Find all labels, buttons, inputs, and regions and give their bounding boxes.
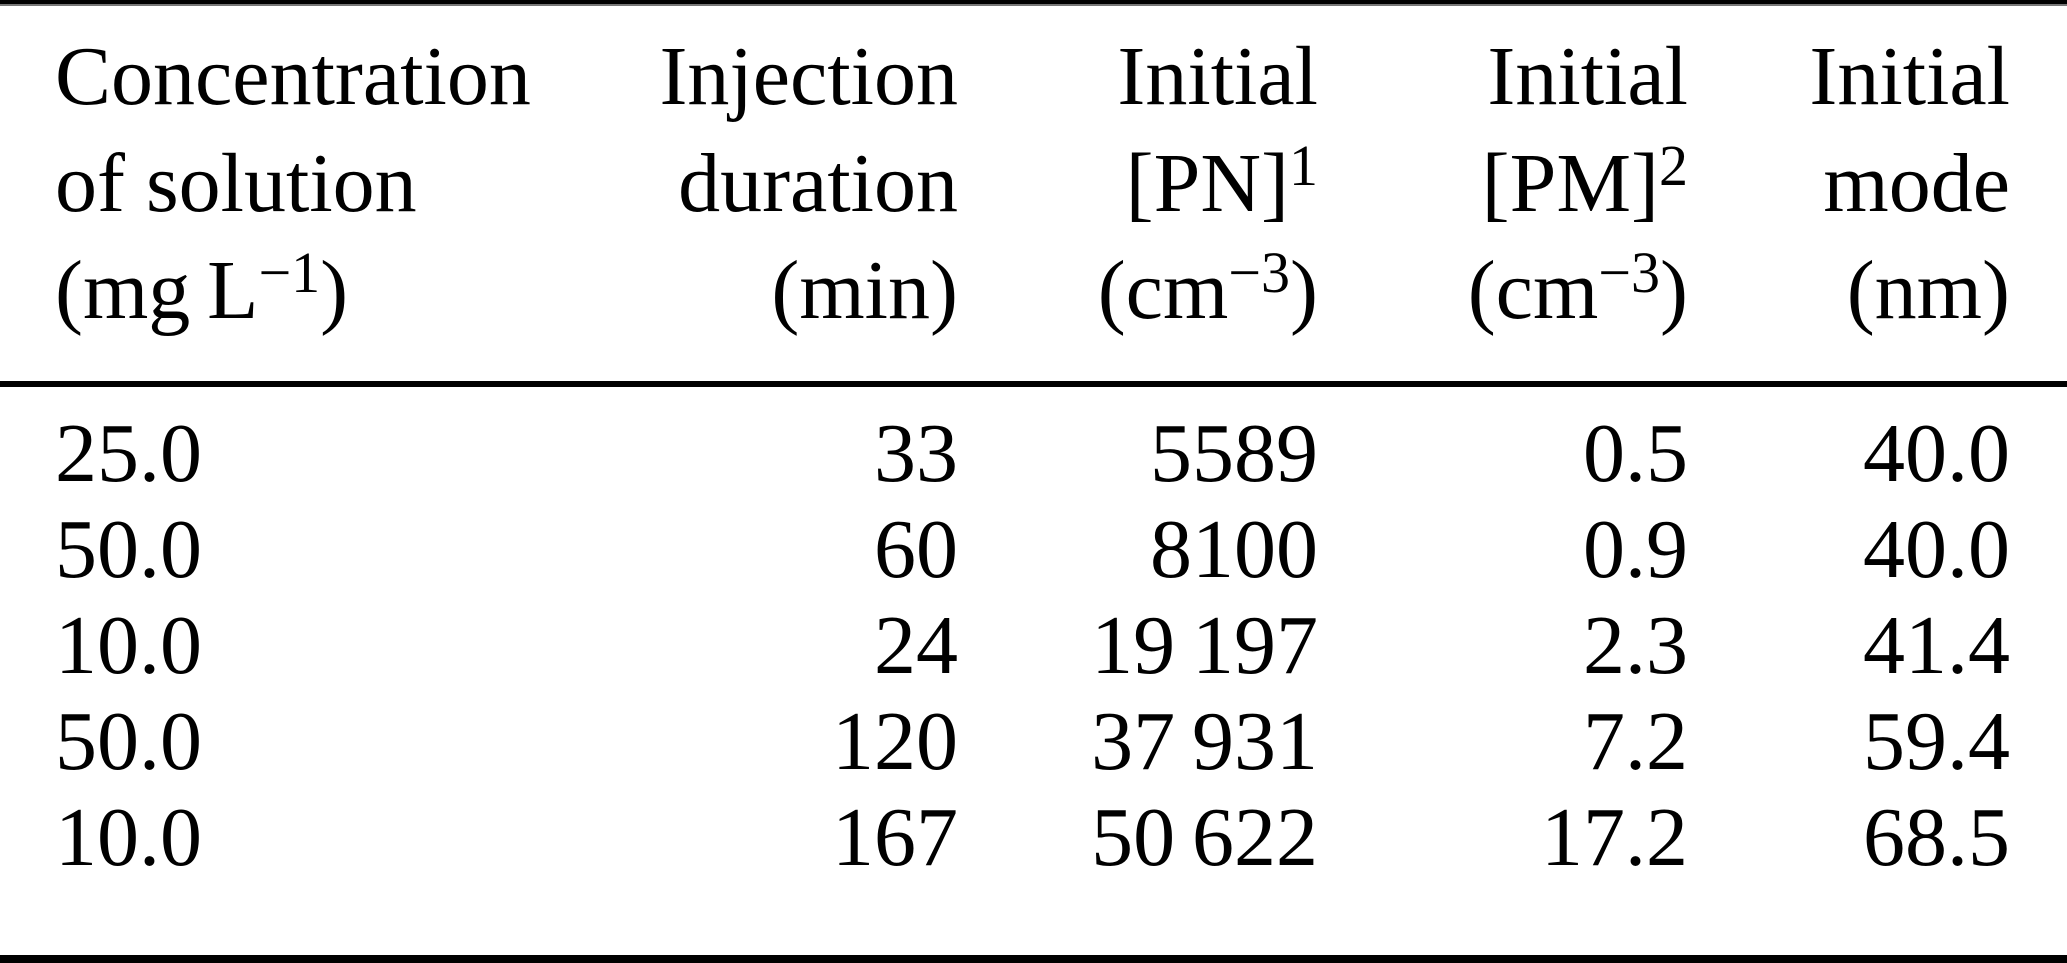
table-cell: 40.0 [1863,407,2010,500]
column-header-initial-pm: Initial [PM]2 (cm−3) [1318,23,1688,344]
header-text: (mg L [55,244,259,337]
column-header-injection-duration: Injection duration (min) [575,23,958,344]
header-line: (mg L−1) [55,237,575,344]
header-text: (cm [1467,244,1599,337]
table-cell: 120 [832,695,958,788]
table-bottom-rule [0,955,2067,963]
header-text: Initial [1809,30,2010,123]
header-superscript: −1 [258,240,321,305]
header-line: duration [575,130,958,237]
header-line: (nm) [1688,237,2010,344]
header-text: (min) [771,244,958,337]
header-text: ) [1290,244,1318,337]
header-line: Injection [575,23,958,130]
table-cell: 50.0 [55,695,202,788]
table-cell: 8100 [1150,503,1318,596]
header-superscript: −3 [1598,240,1661,305]
header-superscript: −3 [1228,240,1291,305]
header-text: mode [1823,137,2010,230]
table-cell: 19 197 [1091,599,1318,692]
table-top-rule [0,0,2067,4]
table-cell: 41.4 [1863,599,2010,692]
header-line: mode [1688,130,2010,237]
header-line: Concentration [55,23,575,130]
table-cell: 5589 [1150,407,1318,500]
header-line: Initial [1688,23,2010,130]
header-text: Initial [1117,30,1318,123]
table-cell: 0.9 [1583,503,1688,596]
table-header-row: Concentration of solution (mg L−1) Injec… [55,23,2010,344]
table-cell: 40.0 [1863,503,2010,596]
header-line: of solution [55,130,575,237]
header-line: Initial [1318,23,1688,130]
table-cell: 60 [874,503,958,596]
header-line: (cm−3) [958,237,1318,344]
table-cell: 167 [832,791,958,884]
header-line: (min) [575,237,958,344]
table-cell: 50.0 [55,503,202,596]
table-top-rule-fringe [0,4,2067,6]
header-text: (nm) [1846,244,2010,337]
header-text: [PN] [1125,137,1289,230]
table-cell: 10.0 [55,599,202,692]
table-cell: 33 [874,407,958,500]
header-line: (cm−3) [1318,237,1688,344]
header-text: duration [678,137,958,230]
table-cell: 37 931 [1091,695,1318,788]
table-header-rule [0,381,2067,387]
header-text: (cm [1097,244,1229,337]
table-cell: 0.5 [1583,407,1688,500]
table-cell: 25.0 [55,407,202,500]
table-cell: 24 [874,599,958,692]
table-cell: 59.4 [1863,695,2010,788]
table-cell: 10.0 [55,791,202,884]
header-text: of solution [55,137,417,230]
column-header-initial-mode: Initial mode (nm) [1688,23,2010,344]
table-cell: 7.2 [1583,695,1688,788]
header-text: ) [1660,244,1688,337]
header-text: Concentration [55,30,531,123]
table-cell: 2.3 [1583,599,1688,692]
header-text: [PM] [1481,137,1659,230]
table-body: 25.0 33 5589 0.5 40.0 50.0 60 8100 0.9 4… [55,406,2010,886]
table-cell: 50 622 [1091,791,1318,884]
column-header-concentration: Concentration of solution (mg L−1) [55,23,575,344]
header-superscript: 2 [1659,133,1688,198]
header-text: ) [320,244,349,337]
header-text: Injection [659,30,958,123]
table-cell: 17.2 [1541,791,1688,884]
header-line: [PN]1 [958,130,1318,237]
header-line: [PM]2 [1318,130,1688,237]
header-superscript: 1 [1289,133,1318,198]
header-line: Initial [958,23,1318,130]
table-cell: 68.5 [1863,791,2010,884]
column-header-initial-pn: Initial [PN]1 (cm−3) [958,23,1318,344]
header-text: Initial [1487,30,1688,123]
